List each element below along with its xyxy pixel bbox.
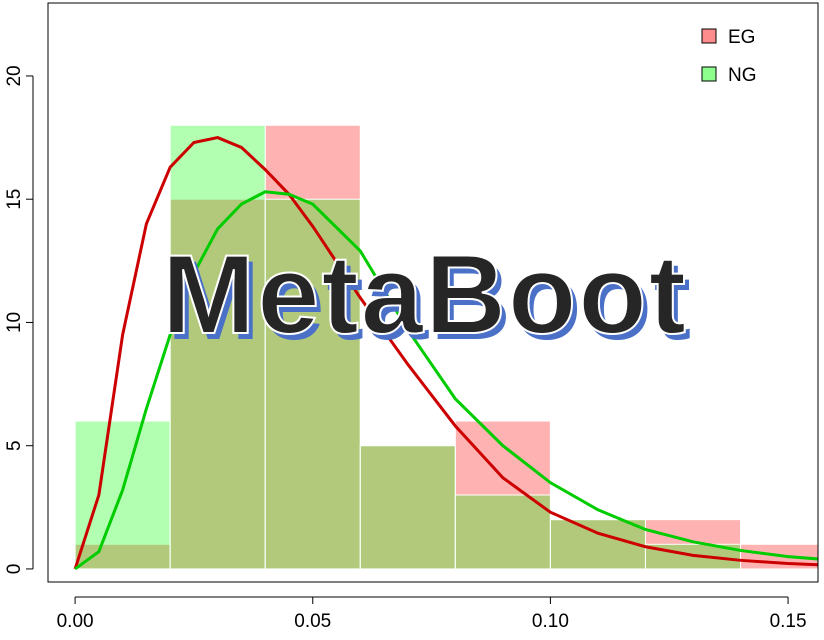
legend-label: EG (728, 27, 755, 48)
x-tick-label: 0.00 (57, 611, 94, 632)
legend-label: NG (728, 65, 757, 86)
plot-area (73, 124, 818, 571)
legend-swatch (701, 66, 717, 82)
histogram-bar (359, 445, 456, 570)
y-tick-label: 5 (4, 440, 25, 451)
legend-swatch (701, 28, 717, 44)
x-tick-label: 0.15 (770, 611, 807, 632)
histogram-bar (359, 445, 456, 570)
histogram-bar (169, 198, 266, 570)
density-curve (74, 190, 818, 571)
watermark: MetaBoot (162, 232, 688, 357)
density-curve (73, 136, 818, 570)
y-tick-label: 15 (4, 189, 25, 210)
histogram-bar (454, 494, 551, 570)
x-tick-label: 0.10 (532, 611, 569, 632)
y-tick-label: 20 (4, 65, 25, 86)
x-tick-label: 0.05 (294, 611, 331, 632)
y-tick-label: 10 (4, 312, 25, 333)
histogram-bar (74, 420, 171, 570)
plot-frame (47, 2, 819, 583)
histogram-bar (264, 198, 361, 570)
y-tick-label: 0 (4, 564, 25, 575)
watermark-shadow: MetaBoot (167, 238, 693, 363)
histogram-bar (549, 519, 646, 570)
